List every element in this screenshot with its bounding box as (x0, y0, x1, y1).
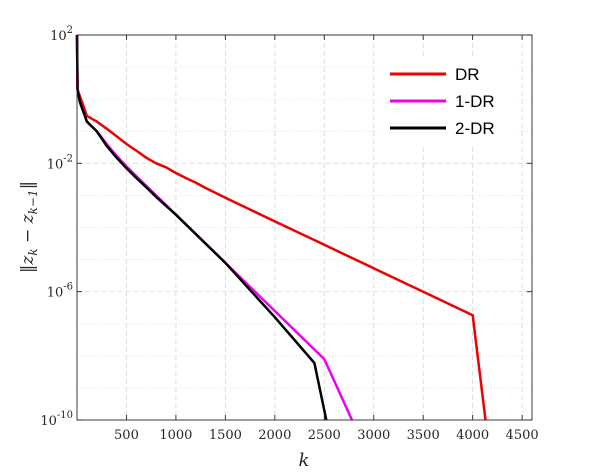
x-tick-label: 4000 (456, 428, 489, 443)
y-axis-label-open: ‖ (18, 265, 38, 274)
y-axis-label-sub2: k−1 (26, 189, 40, 214)
series-line-dr (75, 34, 487, 421)
axis-ticks (77, 34, 532, 421)
x-tick-label: 1500 (209, 428, 242, 443)
legend-label-1dr: 1-DR (455, 92, 495, 111)
x-tick-label: 1000 (159, 428, 192, 443)
y-axis-label-z1: z (18, 255, 38, 266)
legend-label-dr: DR (455, 65, 480, 84)
y-axis-label-z2: z (18, 213, 38, 224)
y-axis-label-minus: − (18, 223, 38, 248)
plot-frame (76, 34, 533, 421)
x-tick-label: 3000 (357, 428, 390, 443)
x-tick-label: 2000 (258, 428, 291, 443)
x-axis-label: k (299, 450, 310, 471)
y-tick-label: 10-10 (40, 410, 73, 429)
x-tick-label: 2500 (308, 428, 341, 443)
x-tick-label: 500 (114, 428, 139, 443)
y-axis-label-sub1: k (26, 248, 40, 255)
y-tick-label: 10-6 (47, 282, 73, 301)
y-tick-label: 10-2 (47, 153, 73, 172)
tick-labels: 500 1000 1500 2000 2500 3000 3500 4000 4500 102 10… (40, 25, 538, 443)
grid-lines (77, 34, 532, 421)
y-axis-label: ‖zk − zk−1‖ (18, 181, 40, 273)
x-tick-label: 3500 (407, 428, 440, 443)
series-line-2-dr (75, 34, 328, 421)
y-axis-label-close: ‖ (18, 181, 38, 190)
x-tick-label: 4500 (506, 428, 539, 443)
series-layer (75, 34, 487, 421)
y-tick-label: 102 (50, 25, 73, 44)
legend: DR 1-DR 2-DR (378, 58, 518, 146)
legend-label-2dr: 2-DR (455, 119, 495, 138)
